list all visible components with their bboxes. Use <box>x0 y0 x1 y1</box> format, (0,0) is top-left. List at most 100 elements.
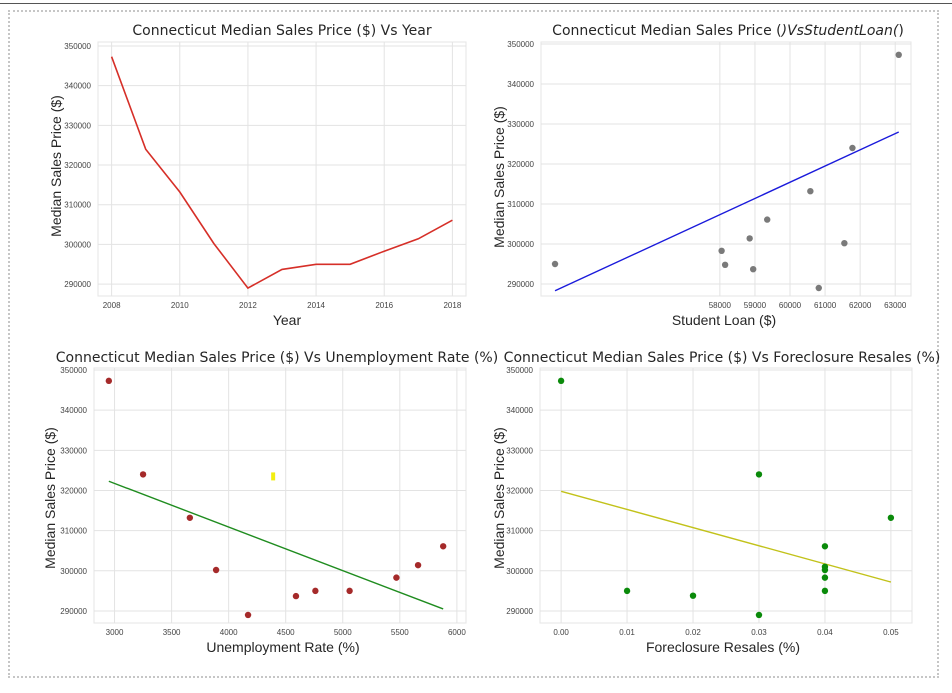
x-tick-label: 5500 <box>391 628 409 637</box>
x-tick-label: 3500 <box>163 628 181 637</box>
top-border-line <box>0 3 952 4</box>
x-tick-label: 58000 <box>709 301 732 310</box>
y-tick-label: 300000 <box>64 240 91 249</box>
x-tick-label: 0.02 <box>685 628 701 637</box>
y-tick-label: 340000 <box>507 80 534 89</box>
x-axis-label: Student Loan ($) <box>672 312 776 328</box>
regression-line <box>108 480 444 610</box>
x-tick-label: 4500 <box>277 628 295 637</box>
y-tick-label: 350000 <box>64 42 91 51</box>
figure-frame <box>8 10 939 678</box>
x-tick-label: 2008 <box>103 301 121 310</box>
chart-title: Connecticut Median Sales Price ($) Vs Un… <box>56 350 498 366</box>
data-point <box>746 235 753 242</box>
data-point <box>557 377 565 385</box>
data-point <box>623 587 631 595</box>
data-point <box>139 471 147 478</box>
chart-title: Connecticut Median Sales Price ()VsStude… <box>552 23 904 39</box>
data-point <box>841 240 848 247</box>
y-tick-label: 340000 <box>60 406 87 415</box>
y-tick-label: 350000 <box>507 40 534 49</box>
x-tick-label: 63000 <box>884 301 907 310</box>
yellow-marker <box>271 472 276 481</box>
data-point <box>414 561 422 569</box>
y-tick-label: 310000 <box>507 200 534 209</box>
x-tick-label: 61000 <box>814 301 837 310</box>
y-tick-label: 310000 <box>60 527 87 536</box>
x-tick-label: 62000 <box>849 301 872 310</box>
data-point <box>821 587 829 595</box>
title-part-3: ) <box>898 23 903 39</box>
data-point <box>849 144 856 152</box>
data-point <box>749 266 757 273</box>
data-point <box>764 216 771 223</box>
x-tick-label: 5000 <box>334 628 352 637</box>
x-tick-label: 2012 <box>239 301 257 310</box>
x-tick-label: 0.01 <box>619 628 635 637</box>
chart-title: Connecticut Median Sales Price ($) Vs Fo… <box>504 350 941 366</box>
x-tick-label: 3000 <box>106 628 124 637</box>
data-point <box>721 261 729 268</box>
x-axis-label: Unemployment Rate (%) <box>206 639 359 655</box>
title-part-1: Connecticut Median Sales Price ( <box>552 23 781 39</box>
y-tick-label: 330000 <box>507 120 534 129</box>
data-point <box>821 574 829 581</box>
x-tick-label: 0.04 <box>817 628 833 637</box>
y-tick-label: 320000 <box>60 486 87 495</box>
y-tick-label: 340000 <box>64 82 91 91</box>
data-point <box>346 587 353 595</box>
data-point <box>895 51 902 58</box>
x-tick-label: 60000 <box>779 301 802 310</box>
x-tick-label: 4000 <box>220 628 238 637</box>
data-point <box>551 260 559 268</box>
y-axis-label: Median Sales Price ($) <box>491 106 507 248</box>
y-tick-label: 350000 <box>60 366 87 375</box>
data-point <box>718 247 725 254</box>
data-point <box>393 574 400 581</box>
data-point <box>755 471 763 478</box>
y-tick-label: 290000 <box>64 280 91 289</box>
x-tick-label: 2016 <box>375 301 393 310</box>
x-tick-label: 0.03 <box>751 628 767 637</box>
y-tick-label: 340000 <box>506 406 533 415</box>
x-tick-label: 2010 <box>171 301 189 310</box>
data-point <box>186 514 194 521</box>
x-tick-label: 6000 <box>448 628 466 637</box>
data-point <box>815 284 822 292</box>
x-axis-label: Foreclosure Resales (%) <box>646 639 800 655</box>
y-tick-label: 310000 <box>64 201 91 210</box>
y-tick-label: 320000 <box>507 160 534 169</box>
y-axis-label: Median Sales Price ($) <box>491 427 507 569</box>
x-tick-label: 59000 <box>744 301 767 310</box>
y-tick-label: 290000 <box>507 280 534 289</box>
x-axis-label: Year <box>273 312 302 328</box>
x-tick-label: 2018 <box>443 301 461 310</box>
data-point <box>105 377 113 385</box>
y-tick-label: 300000 <box>507 240 534 249</box>
regression-line <box>554 131 900 292</box>
y-tick-label: 290000 <box>60 607 87 616</box>
regression-line <box>560 490 892 583</box>
data-point <box>821 543 829 550</box>
data-point <box>312 587 319 595</box>
series-line <box>110 56 453 290</box>
data-point <box>292 592 300 600</box>
data-point <box>887 514 895 521</box>
y-axis-label: Median Sales Price ($) <box>48 95 64 237</box>
chart-title: Connecticut Median Sales Price ($) Vs Ye… <box>132 23 431 39</box>
y-tick-label: 320000 <box>64 161 91 170</box>
y-axis-label: Median Sales Price ($) <box>42 427 58 569</box>
y-tick-label: 300000 <box>506 567 533 576</box>
y-tick-label: 320000 <box>506 486 533 495</box>
data-point <box>439 543 447 550</box>
x-tick-label: 0.00 <box>553 628 569 637</box>
y-tick-label: 330000 <box>60 446 87 455</box>
x-tick-label: 0.05 <box>883 628 899 637</box>
plot-area <box>97 41 467 297</box>
y-tick-label: 330000 <box>64 121 91 130</box>
title-part-2: )VsStudentLoan( <box>781 23 899 39</box>
plot-area <box>539 367 913 624</box>
